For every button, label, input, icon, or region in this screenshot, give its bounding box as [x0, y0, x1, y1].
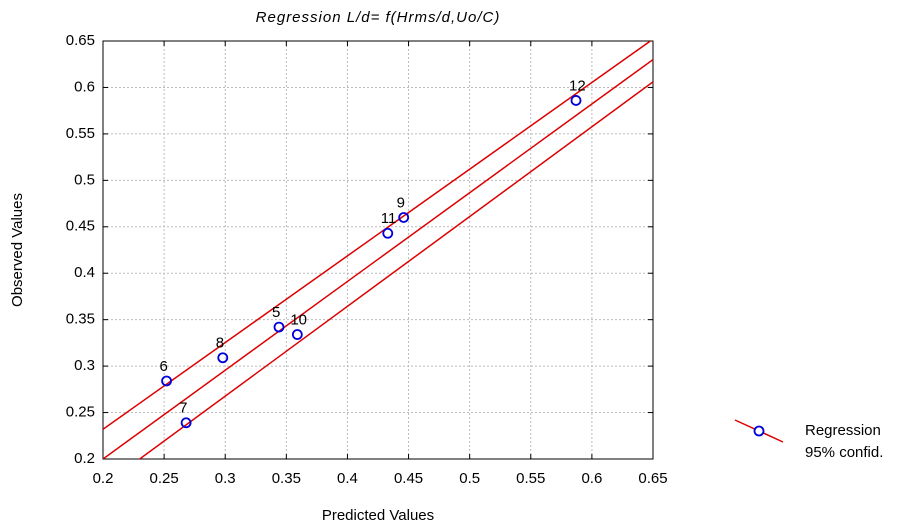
point	[161, 375, 172, 387]
y-tick-label: 0.5	[74, 171, 95, 188]
point-label: 8	[216, 335, 224, 352]
point-label: 11	[381, 210, 397, 227]
legend-marker	[753, 425, 765, 437]
confidence-line	[103, 41, 652, 430]
x-axis-label: Predicted Values	[322, 507, 434, 524]
point-label: 10	[290, 311, 307, 328]
point	[217, 352, 229, 364]
point	[291, 329, 303, 340]
x-tick-label: 0.65	[638, 470, 667, 487]
x-tick-label: 0.3	[215, 470, 236, 487]
point-label: 9	[397, 194, 405, 211]
regression-line	[103, 58, 653, 459]
x-tick-label: 0.4	[337, 470, 358, 487]
x-tick-label: 0.5	[459, 470, 480, 487]
point	[273, 321, 285, 333]
point	[398, 212, 410, 223]
y-tick-label: 0.35	[66, 311, 95, 328]
y-tick-label: 0.2	[74, 450, 95, 467]
y-tick-label: 0.55	[66, 125, 95, 142]
y-tick-label: 0.4	[74, 264, 95, 281]
x-tick-label: 0.6	[581, 470, 602, 487]
y-tick-label: 0.65	[66, 32, 95, 49]
y-tick-label: 0.45	[66, 218, 95, 235]
point-label: 7	[179, 400, 187, 417]
y-tick-label: 0.25	[66, 404, 95, 421]
legend-label: 95% confid.	[805, 444, 883, 461]
x-tick-label: 0.35	[272, 470, 301, 487]
point-label: 12	[569, 77, 586, 94]
point	[382, 227, 394, 239]
point-label: 6	[160, 358, 168, 375]
confidence-line	[138, 81, 653, 459]
point-label: 5	[272, 304, 280, 321]
chart-title: Regression L/d= f(Hrms/d,Uo/C)	[256, 9, 501, 26]
x-tick-label: 0.55	[516, 470, 545, 487]
plot-frame	[102, 40, 654, 460]
x-tick-label: 0.45	[394, 470, 423, 487]
point	[570, 95, 582, 106]
point	[180, 417, 192, 429]
x-tick-label: 0.2	[93, 470, 114, 487]
y-tick-label: 0.3	[74, 357, 95, 374]
x-tick-label: 0.25	[150, 470, 179, 487]
y-axis-label: Observed Values	[9, 193, 26, 307]
legend-label: Regression	[805, 422, 881, 439]
y-tick-label: 0.6	[74, 78, 95, 95]
plot-area	[103, 41, 653, 459]
